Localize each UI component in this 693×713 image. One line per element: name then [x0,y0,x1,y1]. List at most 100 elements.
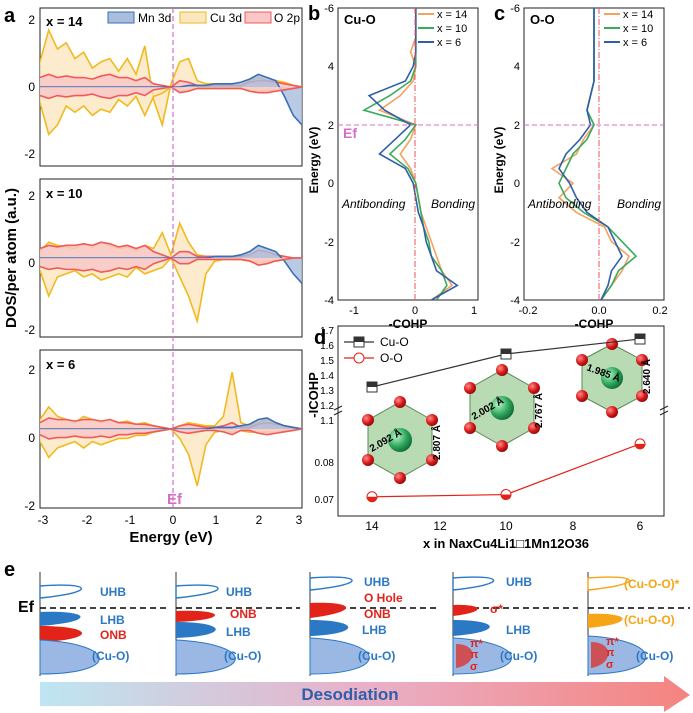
sigma-star-band [453,604,478,616]
o-atom [496,364,508,376]
ytick-a3-m2: -2 [24,499,35,513]
bond-length-oo-x10: 2.767 Å [532,393,545,428]
panel-c-title: O-O [530,12,555,27]
cu-o-band [309,637,370,675]
onb-band [176,610,216,622]
ef-label-a: Ef [167,491,183,508]
o-atom [636,390,648,402]
xtick-c-0: 0.0 [591,305,606,317]
ytick-b-m2: -2 [324,237,334,249]
xtick-a-0: 0 [170,513,177,527]
cu-o-band [175,639,236,675]
panel-label-a: a [4,5,16,27]
o-atom [426,454,438,466]
xtick-b-0: 0 [412,305,418,317]
cu-3d-up-area [40,30,302,125]
o-atom [496,440,508,452]
panel-e: e Ef UHB LHB ONB (Cu-O) UHB ONB LHB ( [4,559,690,712]
xtick-d-10: 10 [499,519,513,533]
o-2p-down-line [40,428,302,440]
legend-label-b-x14: x = 14 [437,9,467,21]
label-pi: π [606,647,615,659]
panel-b-title: Cu-O [344,12,376,27]
xtick-a-m3: -3 [38,513,49,527]
ytick-c-m4: -4 [510,295,520,307]
xtick-a-m2: -2 [82,513,93,527]
panel-c: c O-O Antibonding Bonding x = 14 x = 10 … [492,3,668,331]
cu-atom [490,396,514,420]
legend-swatch-cu [179,11,207,24]
cu-o-o-band [588,613,623,628]
cu-o-band [39,639,100,675]
label-lhb: LHB [100,613,125,627]
legend-label-b-x6: x = 6 [437,37,461,49]
legend-label-oo: O-O [380,351,403,365]
label-lhb: LHB [362,623,387,637]
panel-b-frame [337,7,479,301]
xtick-d-8: 8 [570,519,577,533]
panel-d-xlabel: x in NaxCu4Li1□1Mn12O36 [423,536,589,551]
ytick-a2-2: 2 [28,189,35,203]
subpanel-label-x14: x = 14 [46,14,83,29]
panel-b-xlabel: -COHP [389,317,428,331]
o-atom [528,422,540,434]
legend-swatch-mn [107,11,135,24]
legend-label-b-x10: x = 10 [437,23,467,35]
o-o-point-fill [635,443,645,449]
desodiation-label: Desodiation [301,685,398,704]
o-atom [464,422,476,434]
xtick-b-1: 1 [471,305,477,317]
legend-label-mn: Mn 3d [138,11,171,25]
ytick-d-16: 1.6 [320,341,334,352]
panel-label-d: d [314,327,326,349]
dos-subpanel-1 [40,220,302,325]
ytick-d-17: 1.7 [320,326,334,337]
xtick-b-m1: -1 [349,305,359,317]
axis-break-left [333,405,343,416]
pi-sigma-band [591,642,609,668]
label-cu-o-o: (Cu-O-O) [624,613,675,627]
uhb-band [175,584,219,599]
ytick-b-m6: -6 [324,3,334,15]
antibonding-label-c: Antibonding [527,197,592,211]
o-atom [362,414,374,426]
o-atom [464,382,476,394]
panel-label-b: b [308,3,320,25]
ytick-b-2: 2 [328,120,334,132]
label-cu-o: (Cu-O) [92,649,129,663]
ytick-d-14: 1.4 [320,371,334,382]
lhb-band [40,611,81,626]
xtick-a-1: 1 [213,513,220,527]
ytick-a3-2: 2 [28,363,35,377]
panel-d: d -ICOHP 1.7 1.6 1.5 1.4 1.3 1.2 1.1 0.0… [306,325,669,551]
label-uhb: UHB [364,575,390,589]
mn-3d-area [40,417,302,429]
bond-length-oo-x14: 2.807 Å [430,425,443,460]
panel-c-ylabel: Energy (eV) [492,127,506,194]
axis-break-right [659,405,669,416]
panel-a-xlabel: Energy (eV) [129,529,212,546]
cu-3d-up-area [40,372,302,429]
cohp-b-curves [361,8,459,300]
ytick-d-008: 0.08 [315,458,335,469]
o-2p-down-line [40,86,302,100]
label-pi-star: π* [606,636,619,648]
ytick-a2-m2: -2 [24,323,35,337]
label-lhb: LHB [226,625,251,639]
panel-label-e: e [4,559,15,581]
ytick-d-11: 1.1 [320,416,334,427]
ytick-a3-0: 0 [28,431,35,445]
xtick-c-m02: -0.2 [519,305,538,317]
bond-length-oo-x6: 2.640 Å [640,359,653,394]
uhb-band [39,584,82,599]
ytick-b-0: 0 [328,178,334,190]
ytick-c-4: 4 [514,61,520,73]
xtick-a-3: 3 [296,513,303,527]
label-sigma: σ [606,659,614,671]
bonding-label-c: Bonding [617,197,661,211]
panel-d-legend: Cu-O O-O [344,335,409,365]
ytick-c-2: 2 [514,120,520,132]
ytick-c-m6: -6 [510,3,520,15]
stage-3: UHB O Hole ONB LHB (Cu-O) [309,572,436,676]
o-atom [394,472,406,484]
